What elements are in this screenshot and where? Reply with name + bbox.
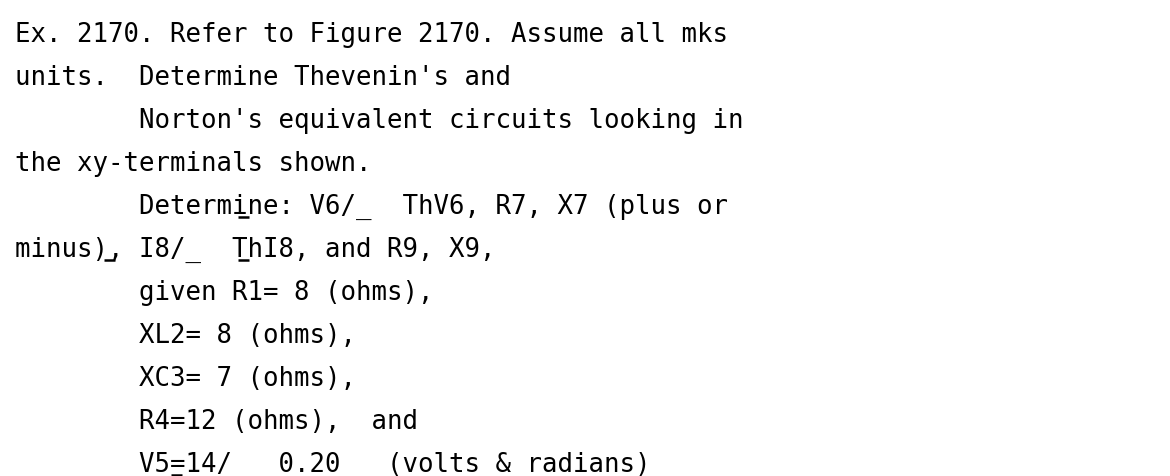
Text: V5=14/_  0.20   (volts & radians): V5=14/_ 0.20 (volts & radians)	[15, 451, 651, 476]
Text: given R1= 8 (ohms),: given R1= 8 (ohms),	[15, 279, 434, 306]
Text: Norton's equivalent circuits looking in: Norton's equivalent circuits looking in	[15, 108, 743, 134]
Text: XL2= 8 (ohms),: XL2= 8 (ohms),	[15, 322, 356, 348]
Text: minus), I8/_  ThI8, and R9, X9,: minus), I8/_ ThI8, and R9, X9,	[15, 237, 496, 263]
Text: units.  Determine Thevenin's and: units. Determine Thevenin's and	[15, 65, 511, 91]
Text: XC3= 7 (ohms),: XC3= 7 (ohms),	[15, 365, 356, 391]
Text: Ex. 2170. Refer to Figure 2170. Assume all mks: Ex. 2170. Refer to Figure 2170. Assume a…	[15, 22, 728, 48]
Text: Determine: V6/_  ThV6, R7, X7 (plus or: Determine: V6/_ ThV6, R7, X7 (plus or	[15, 194, 728, 219]
Text: the xy-terminals shown.: the xy-terminals shown.	[15, 151, 372, 177]
Text: R4=12 (ohms),  and: R4=12 (ohms), and	[15, 408, 418, 434]
